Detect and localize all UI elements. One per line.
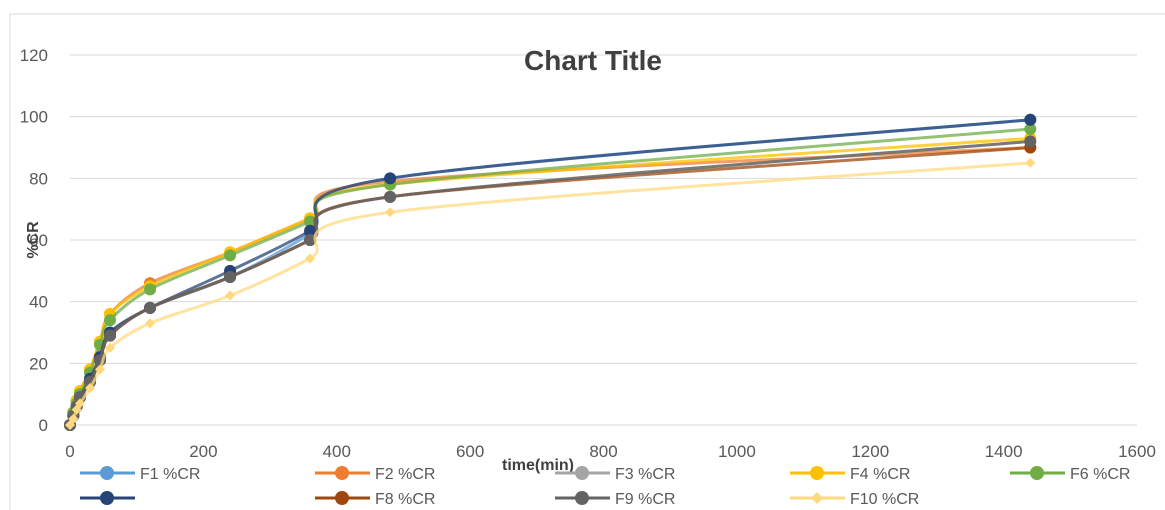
data-point [1024,135,1037,148]
y-tick-label: 100 [20,108,48,127]
legend-swatch-marker [575,466,589,480]
x-axis-ticks: 0 200 400 600 800 1000 1200 1400 1600 [65,442,1156,461]
legend-item [80,491,135,505]
legend-label: F3 %CR [615,466,675,483]
legend-item: F4 %CR [790,466,910,483]
y-tick-label: 60 [29,231,48,250]
data-point [145,318,156,329]
y-tick-label: 120 [20,46,48,65]
legend-item: F2 %CR [315,466,435,483]
data-point [1024,123,1037,135]
data-point [105,342,116,353]
data-point [224,249,237,262]
data-point [68,413,79,424]
data-point [224,271,237,283]
data-point [304,234,317,246]
legend: F1 %CR F2 %CR F3 %CR F4 %CR F6 %CR F8 %CR F9 %… [80,466,1130,508]
legend-item: F3 %CR [555,466,675,483]
x-tick-label: 1400 [985,442,1023,461]
series-group [64,113,1037,431]
data-point [85,383,96,393]
data-point [95,364,106,375]
legend-swatch-marker [335,466,349,480]
x-tick-label: 600 [456,442,484,461]
x-tick-label: 1600 [1118,442,1156,461]
data-point [384,190,397,203]
data-point [305,253,316,264]
x-tick-label: 800 [589,442,617,461]
data-point [1025,157,1036,168]
legend-swatch-marker [100,466,114,480]
legend-swatch-marker [335,491,349,505]
data-point [104,329,117,342]
data-point [144,301,157,314]
legend-label: F4 %CR [850,466,910,483]
legend-item: F9 %CR [555,491,675,508]
y-tick-label: 0 [39,416,48,435]
x-tick-label: 400 [323,442,351,461]
y-tick-label: 20 [29,354,48,373]
legend-label: F6 %CR [1070,466,1130,483]
legend-swatch-marker [575,491,589,505]
legend-swatch-marker [100,491,114,505]
data-point [225,290,236,301]
y-tick-label: 40 [29,293,48,312]
legend-swatch-marker [810,466,824,480]
data-point [144,283,157,296]
chart-title: Chart Title [524,45,662,76]
x-tick-label: 0 [65,442,74,461]
data-point [304,224,317,237]
x-tick-label: 1200 [851,442,889,461]
x-axis-label: time(min) [502,457,574,474]
gridlines [70,54,1137,426]
data-point [304,215,317,228]
y-tick-label: 80 [29,169,48,188]
legend-label: F9 %CR [615,491,675,508]
legend-item: F1 %CR [80,466,200,483]
legend-swatch-marker [811,492,823,504]
data-point [1024,113,1037,126]
y-axis-ticks: 0 20 40 60 80 100 120 [20,46,48,435]
legend-label: F8 %CR [375,491,435,508]
legend-label: F10 %CR [850,491,919,508]
legend-item: F6 %CR [1010,466,1130,483]
series-9 [65,157,1036,430]
x-tick-label: 1000 [718,442,756,461]
legend-label: F1 %CR [140,466,200,483]
legend-item: F10 %CR [790,491,919,508]
legend-label: F2 %CR [375,466,435,483]
data-point [385,207,396,218]
legend-swatch-marker [1030,466,1044,480]
data-point [384,172,397,185]
legend-item: F8 %CR [315,491,435,508]
y-axis-label: %CR [25,221,42,259]
data-point [104,314,117,327]
x-tick-label: 200 [189,442,217,461]
data-point [75,398,86,409]
